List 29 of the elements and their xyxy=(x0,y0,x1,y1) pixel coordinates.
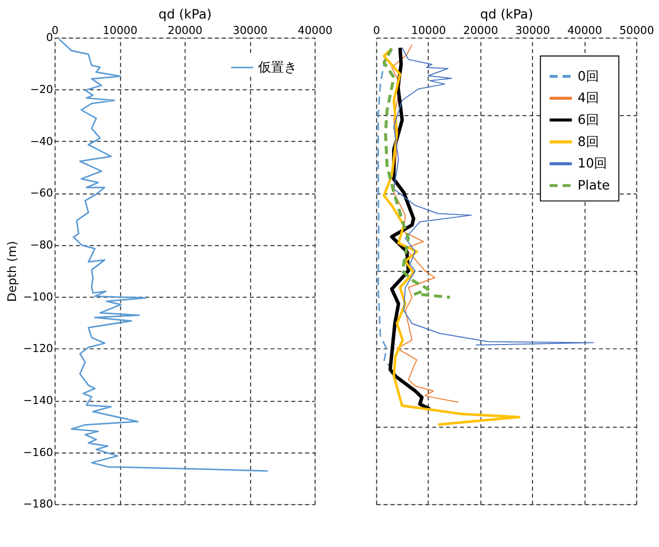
x-tick-label: 20000 xyxy=(463,24,498,38)
x-tick-label: 10000 xyxy=(102,24,138,38)
legend-label: 8回 xyxy=(578,134,599,150)
x-tick-label: 20000 xyxy=(168,24,202,38)
x-tick-label: 40000 xyxy=(567,24,602,38)
x-axis-title: qd (kPa) xyxy=(480,7,534,22)
y-tick-label: −180 xyxy=(23,498,54,511)
x-tick-label: 30000 xyxy=(232,24,268,38)
legend-label: 6回 xyxy=(578,113,599,128)
y-tick-label: −80 xyxy=(30,238,54,252)
legend-label: 4回 xyxy=(578,91,599,106)
legend-label: Plate xyxy=(578,178,610,194)
y-tick-label: −20 xyxy=(30,82,54,96)
legend-label: 仮置き xyxy=(257,60,298,76)
y-tick-label: −60 xyxy=(30,186,54,200)
legend-label: 10回 xyxy=(578,156,608,172)
y-tick-label: −120 xyxy=(23,342,54,356)
y-tick-label: −160 xyxy=(23,446,54,459)
x-tick-label: 30000 xyxy=(515,24,550,38)
y-tick-label: −100 xyxy=(23,290,54,304)
y-tick-label: −40 xyxy=(30,134,54,148)
legend-label: 0回 xyxy=(578,69,599,84)
x-tick-label: 10000 xyxy=(411,24,446,38)
y-tick-label: −140 xyxy=(23,394,54,407)
y-axis-title: Depth (m) xyxy=(5,240,20,302)
x-axis-title: qd (kPa) xyxy=(158,7,212,22)
x-tick-label: 0 xyxy=(373,24,380,38)
x-tick-label: 50000 xyxy=(619,24,654,38)
x-tick-label: 40000 xyxy=(298,24,333,38)
